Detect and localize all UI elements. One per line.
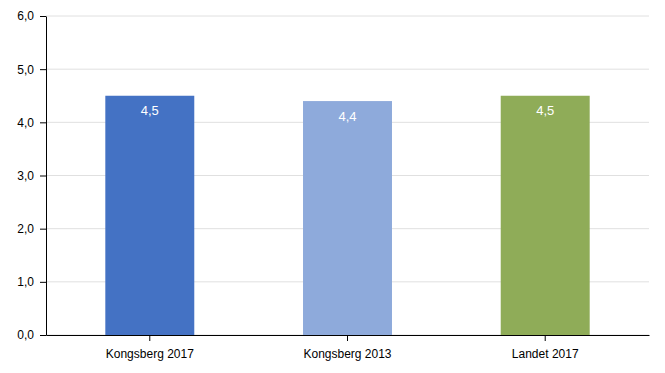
plot: 4,5 4,4 4,5 0,0 1,0 2,0 3,0 4,0 5,0 6,0 Kongsberg … — [17, 9, 649, 360]
x-tick-mark — [545, 335, 546, 341]
y-tick: 6,0 — [17, 9, 46, 23]
y-tick-label: 6,0 — [17, 9, 34, 23]
grid-line — [46, 69, 649, 70]
y-tick-label: 4,0 — [17, 116, 34, 130]
y-tick-mark — [40, 122, 46, 123]
y-tick: 0,0 — [17, 328, 46, 342]
y-tick-mark — [40, 69, 46, 70]
data-labels: 4,5 4,4 4,5 — [141, 103, 554, 123]
data-label: 4,4 — [338, 109, 356, 124]
chart-container: 4,5 4,4 4,5 0,0 1,0 2,0 3,0 4,0 5,0 6,0 Kongsberg … — [0, 0, 665, 373]
x-tick-mark — [347, 335, 348, 341]
chart: 4,5 4,4 4,5 0,0 1,0 2,0 3,0 4,0 5,0 6,0 Kongsberg … — [0, 0, 665, 373]
y-tick: 3,0 — [17, 169, 46, 183]
bar — [105, 96, 194, 335]
y-tick-mark — [40, 229, 46, 230]
x-tick-mark — [149, 335, 150, 341]
y-tick: 1,0 — [17, 275, 46, 289]
bar — [501, 96, 590, 335]
data-label: 4,5 — [141, 103, 159, 118]
x-tick: Kongsberg 2017 — [106, 335, 194, 361]
y-tick-label: 0,0 — [17, 328, 34, 342]
x-tick: Landet 2017 — [512, 335, 579, 361]
y-axis: 0,0 1,0 2,0 3,0 4,0 5,0 6,0 — [17, 9, 46, 342]
bars — [105, 96, 589, 335]
y-tick: 4,0 — [17, 116, 46, 130]
x-tick-label: Kongsberg 2017 — [106, 347, 194, 361]
grid — [46, 16, 649, 335]
y-tick-mark — [40, 335, 46, 336]
y-tick-label: 5,0 — [17, 63, 34, 77]
y-tick: 5,0 — [17, 63, 46, 77]
y-tick-mark — [40, 16, 46, 17]
y-tick-mark — [40, 282, 46, 283]
y-tick-label: 3,0 — [17, 169, 34, 183]
grid-line — [46, 16, 649, 17]
x-tick-label: Kongsberg 2013 — [303, 347, 391, 361]
bar — [303, 101, 392, 335]
y-tick: 2,0 — [17, 222, 46, 236]
x-tick: Kongsberg 2013 — [303, 335, 391, 361]
y-tick-label: 1,0 — [17, 275, 34, 289]
x-axis: Kongsberg 2017 Kongsberg 2013 Landet 2017 — [47, 335, 650, 361]
y-tick-mark — [40, 176, 46, 177]
x-tick-label: Landet 2017 — [512, 347, 579, 361]
y-tick-label: 2,0 — [17, 222, 34, 236]
data-label: 4,5 — [536, 103, 554, 118]
y-axis-line — [46, 17, 47, 336]
